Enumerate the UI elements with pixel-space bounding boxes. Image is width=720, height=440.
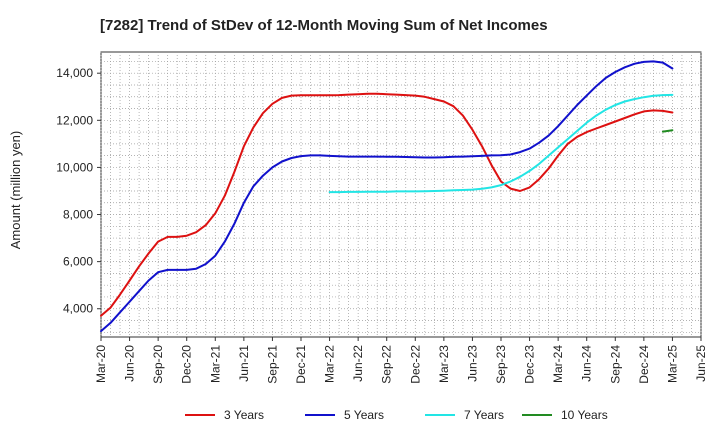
y-tick-label: 4,000 xyxy=(63,302,93,316)
x-tick-label: Jun-22 xyxy=(351,345,365,382)
legend-label: 10 Years xyxy=(561,408,608,422)
x-tick-label: Mar-21 xyxy=(208,345,222,383)
x-tick-label: Dec-22 xyxy=(408,345,422,384)
x-tick-label: Sep-21 xyxy=(265,345,279,384)
y-tick-label: 12,000 xyxy=(56,113,93,127)
y-tick-label: 14,000 xyxy=(56,66,93,80)
x-axis-ticks: Mar-20 Jun-20 Sep-20 Dec-20 Mar-21 Jun-21 Sep-… xyxy=(94,337,708,384)
x-tick-label: Mar-23 xyxy=(437,345,451,383)
series-line-10-years xyxy=(661,129,674,133)
y-axis-label: Amount (million yen) xyxy=(8,131,23,250)
grid-lines xyxy=(100,52,702,337)
series-line-7-years xyxy=(328,93,674,194)
series-line-3-years xyxy=(100,92,674,317)
x-tick-label: Sep-20 xyxy=(151,345,165,384)
x-tick-label: Jun-25 xyxy=(694,345,708,382)
legend-label: 5 Years xyxy=(344,408,384,422)
y-tick-label: 10,000 xyxy=(56,160,93,174)
x-tick-label: Dec-24 xyxy=(637,345,651,384)
x-tick-label: Jun-21 xyxy=(237,345,251,382)
x-tick-label: Sep-22 xyxy=(380,345,394,384)
x-tick-label: Mar-25 xyxy=(665,345,679,383)
y-tick-label: 6,000 xyxy=(63,255,93,269)
x-tick-label: Dec-23 xyxy=(523,345,537,384)
legend: 3 Years 5 Years 7 Years 10 Years xyxy=(185,408,608,422)
x-tick-label: Dec-20 xyxy=(180,345,194,384)
x-tick-label: Dec-21 xyxy=(294,345,308,384)
chart-title: [7282] Trend of StDev of 12-Month Moving… xyxy=(100,17,548,34)
x-tick-label: Jun-23 xyxy=(465,345,479,382)
x-tick-label: Jun-24 xyxy=(580,345,594,382)
series-line-5-years xyxy=(100,60,674,333)
plot-frame xyxy=(100,51,702,338)
y-tick-label: 8,000 xyxy=(63,208,93,222)
x-tick-label: Jun-20 xyxy=(123,345,137,382)
series-layer xyxy=(100,60,674,333)
x-tick-label: Mar-20 xyxy=(94,345,108,383)
y-axis-ticks: 4,000 6,000 8,000 10,000 12,000 14,000 xyxy=(56,66,101,316)
x-tick-label: Sep-23 xyxy=(494,345,508,384)
x-tick-label: Mar-24 xyxy=(551,345,565,383)
legend-label: 7 Years xyxy=(464,408,504,422)
legend-label: 3 Years xyxy=(224,408,264,422)
x-tick-label: Sep-24 xyxy=(608,345,622,384)
x-tick-label: Mar-22 xyxy=(323,345,337,383)
plot-area xyxy=(100,51,702,338)
